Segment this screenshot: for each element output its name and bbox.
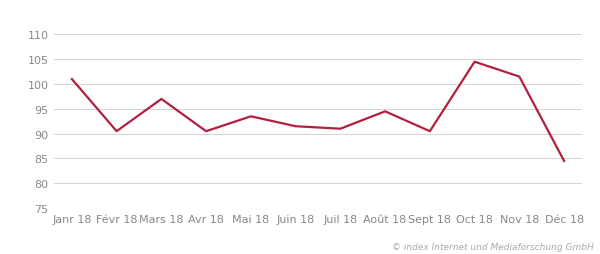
Text: © index Internet und Mediaforschung GmbH: © index Internet und Mediaforschung GmbH (392, 243, 594, 251)
